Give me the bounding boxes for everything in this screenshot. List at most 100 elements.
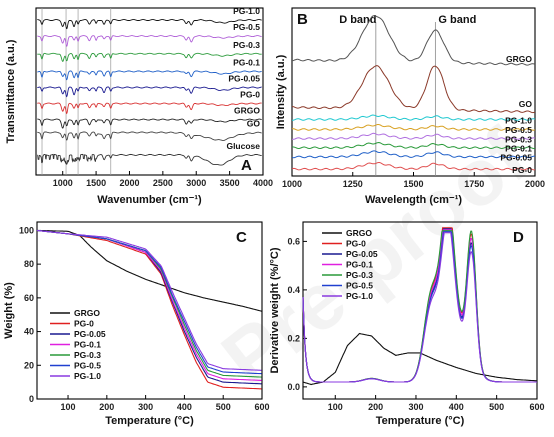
panel-b-series-label-pg-0-1: PG-0.1 [505,144,532,154]
panel-a-series-pg-1-0 [37,19,262,30]
panel-d-y-tick-label: 0.0 [287,382,300,392]
panel-a-series-pg-0-5 [37,35,262,47]
panel-a-series-go [37,131,262,141]
panel-c-legend-label-grgo: GRGO [74,308,100,318]
panel-a-x-tick-label: 1000 [53,178,73,188]
panel-a-series-pg-0-1 [37,70,262,81]
panel-b-series-go [291,65,536,114]
panel-b-x-tick-label: 1750 [464,179,484,189]
panel-c-series-grgo [36,229,262,312]
panel-b-series-label-pg-0: PG-0 [512,165,532,175]
panel-c-legend-label-pg-0-05: PG-0.05 [74,329,106,339]
panel-c-x-tick-label: 100 [61,402,76,412]
panel-d-legend-label-grgo: GRGO [346,228,372,238]
panel-a-series-pg-0-05 [37,86,262,98]
panel-a-x-tick-label: 3000 [186,178,206,188]
panel-c-legend-label-pg-0-5: PG-0.5 [74,361,101,371]
panel-d-legend-label-pg-0-3: PG-0.3 [346,270,373,280]
panel-a-series-label-pg-0-1: PG-0.1 [233,57,260,67]
panel-d-y-tick-label: 0.6 [287,236,300,246]
panel-d-y-tick-label: 0.2 [287,333,300,343]
panel-b-g-band-label: G band [438,14,476,26]
panel-d-legend-label-pg-0-05: PG-0.05 [346,249,378,259]
panel-d-legend-label-pg-0-1: PG-0.1 [346,260,373,270]
panel-d-y-tick-label: 0.4 [287,285,300,295]
panel-d-legend-label-pg-0-5: PG-0.5 [346,281,373,291]
panel-a-series-label-pg-0-3: PG-0.3 [233,40,260,50]
panel-d-x-tick-label: 400 [449,402,464,412]
panel-b-x-tick-label: 1250 [343,179,363,189]
panel-a-series-grgo [37,118,262,129]
panel-c-x-axis-title: Temperature (°C) [105,415,194,427]
panel-c-y-axis-title: Weight (%) [3,282,15,339]
panel-d-x-tick-label: 600 [529,402,544,412]
panel-b-x-axis-title: Wavelength (cm⁻¹) [365,194,462,206]
panel-d-x-tick-label: 200 [368,402,383,412]
panel-a-series-pg-0-3 [37,52,262,62]
panel-a-x-tick-label: 4000 [253,178,273,188]
panel-a-series-label-pg-0-05: PG-0.05 [228,74,260,84]
panel-c-y-tick-label: 100 [19,225,34,235]
panel-c-x-tick-label: 400 [177,402,192,412]
panel-a-x-tick-label: 2000 [119,178,139,188]
panel-c-y-tick-label: 20 [24,360,34,370]
panel-a-series-label-grgo: GRGO [234,106,260,116]
panel-a-x-tick-label: 1500 [86,178,106,188]
panel-d-x-tick-label: 100 [328,402,343,412]
panel-c-x-tick-label: 600 [254,402,269,412]
panel-a-y-axis-title: Transmittance (a.u.) [5,39,17,143]
panel-b-raman: 1000 1250 1500 1750 2000 D band G band GRGO GO PG… [275,7,545,206]
panel-b-x-tick-label: 2000 [525,179,545,189]
panel-b-series-label-pg-0-5: PG-0.5 [505,125,532,135]
panel-a-series-label-pg-0: PG-0 [240,90,260,100]
panel-b-series-label-go: GO [519,99,533,109]
panel-c-x-tick-label: 500 [216,402,231,412]
panel-a-series-label-glucose: Glucose [226,141,260,151]
panel-d-legend-label-pg-0: PG-0 [346,239,366,249]
panel-d-y-axis-title: Derivative weight (%/°C) [269,247,281,373]
panel-d-legend-label-pg-1-0: PG-1.0 [346,291,373,301]
panel-b-series-pg-0 [291,162,536,171]
panel-a-x-axis-title: Wavenumber (cm⁻¹) [97,194,202,206]
panel-a-series-label-go: GO [247,119,261,129]
panel-a-series-pg-0 [37,102,262,115]
panel-b-letter: B [297,11,308,28]
panel-b-d-band-label: D band [339,14,376,26]
panel-a-series-label-pg-0-5: PG-0.5 [233,22,260,32]
panel-a-x-tick-label: 2500 [153,178,173,188]
panel-a-series-glucose [37,153,262,166]
panel-c-y-tick-label: 60 [24,293,34,303]
panel-c-x-tick-label: 200 [99,402,114,412]
panel-b-series-pg-0-05 [291,150,536,159]
panel-c-legend-label-pg-1-0: PG-1.0 [74,371,101,381]
panel-d-x-tick-label: 300 [408,402,423,412]
panel-d-series-pg-1-0 [302,232,537,383]
panel-d-x-tick-label: 500 [489,402,504,412]
panel-b-y-axis-title: Intensity (a.u.) [275,54,287,129]
panel-b-series-pg-0-1 [291,141,536,150]
panel-b-series-label-pg-0-05: PG-0.05 [500,153,532,163]
panel-b-series-label-pg-0-3: PG-0.3 [505,134,532,144]
panel-c-x-tick-label: 300 [138,402,153,412]
panel-a-x-tick-label: 3500 [220,178,240,188]
panel-a-series-label-pg-1-0: PG-1.0 [233,6,260,16]
panel-a-letter: A [241,157,252,174]
panel-c-legend-label-pg-0: PG-0 [74,319,94,329]
panel-b-series-pg-1-0 [292,114,536,121]
panel-c-letter: C [236,229,247,246]
panel-c-y-tick-label: 80 [24,259,34,269]
panel-d-x-axis-title: Temperature (°C) [376,415,465,427]
panel-d-letter: D [513,229,524,246]
panel-b-series-pg-0-3 [291,132,536,140]
panel-b-series-pg-0-5 [291,124,536,131]
panel-c-tga: 100 200 300 400 500 600020406080100GRGOPG-0PG… [3,221,270,427]
panel-c-legend-label-pg-0-3: PG-0.3 [74,350,101,360]
panel-b-series-label-pg-1-0: PG-1.0 [505,115,532,125]
panel-a-spectra: 1000 1500 2000 2500 3000 3500 4000 PG-1.0 PG-0.5… [5,6,273,206]
panel-b-x-tick-label: 1000 [282,179,302,189]
panel-a-frame [35,7,264,176]
panel-b-series-grgo [291,15,536,66]
panel-b-x-tick-label: 1500 [403,179,423,189]
panel-c-y-tick-label: 0 [29,394,34,404]
